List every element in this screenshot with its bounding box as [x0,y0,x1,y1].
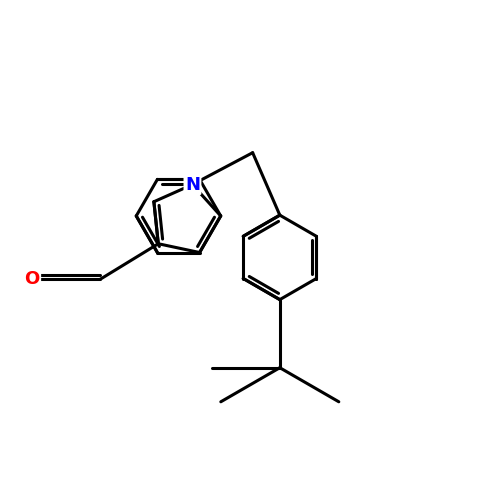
Text: O: O [24,270,40,288]
Text: N: N [185,176,200,194]
